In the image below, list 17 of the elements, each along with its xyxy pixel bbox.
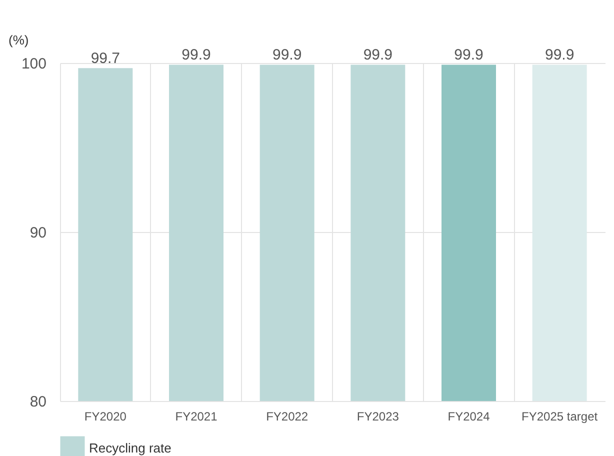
data-label: 99.7 [90, 50, 120, 68]
x-tick-label: FY2024 [448, 410, 490, 424]
y-axis-title: (%) [8, 32, 29, 48]
x-tick-label: FY2021 [175, 410, 218, 424]
data-label: 99.9 [182, 46, 211, 64]
legend-label: Recycling rate [89, 440, 172, 456]
data-label: 99.9 [544, 46, 574, 64]
y-tick-label: 80 [30, 394, 46, 410]
x-tick-label: FY2022 [266, 410, 308, 424]
y-tick-label: 100 [21, 56, 46, 72]
data-label: 99.9 [272, 46, 302, 64]
x-tick-label: FY2023 [356, 410, 400, 424]
data-label: 99.9 [363, 46, 393, 64]
x-tick-label: FY2020 [84, 410, 127, 424]
y-tick-label: 90 [30, 224, 46, 242]
x-tick-label: FY2025 target [522, 410, 598, 424]
data-label: 99.9 [454, 46, 484, 64]
